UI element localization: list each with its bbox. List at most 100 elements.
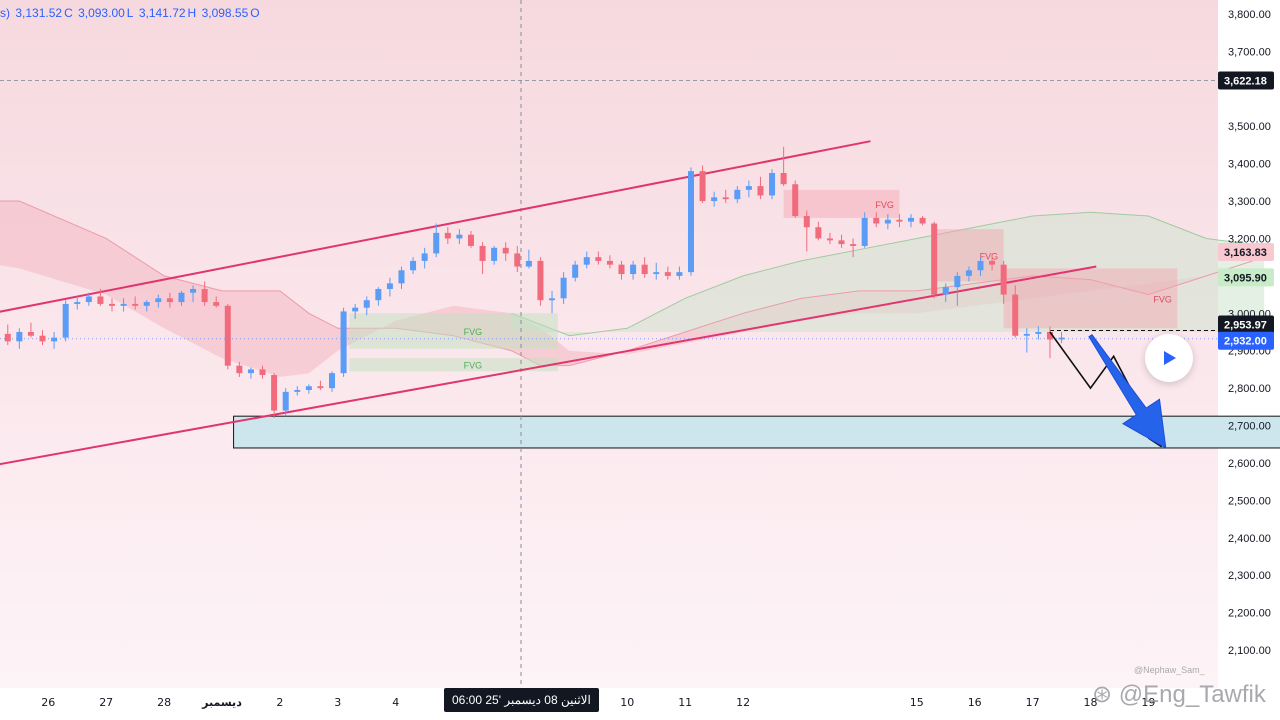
candle-body [896, 219, 903, 222]
candle [653, 262, 660, 280]
candle-body [722, 197, 729, 200]
candle-body [108, 303, 115, 306]
cloud-bullish [511, 212, 1265, 336]
candle-body [294, 389, 301, 392]
price-tick-label: 2,600.00 [1228, 458, 1271, 470]
ohlc-close: 3,131.52 [15, 6, 63, 20]
price-badge: 2,953.97 [1218, 315, 1274, 334]
ohlc-high-key: H [187, 6, 197, 20]
candle-body [560, 277, 567, 299]
candle-body [1012, 294, 1019, 336]
candle [711, 191, 718, 207]
candle [178, 290, 185, 306]
candle-body [699, 171, 706, 202]
candle [16, 328, 23, 349]
candle-body [190, 288, 197, 293]
time-tick-label: 18 [1084, 696, 1098, 709]
price-tick-label: 2,700.00 [1228, 421, 1271, 433]
candle-body [97, 296, 104, 304]
candle-body [352, 307, 359, 312]
candle [757, 176, 764, 200]
candle-body [386, 283, 393, 289]
replay-play-button[interactable] [1145, 334, 1193, 382]
candle-body [780, 173, 787, 185]
time-tick-label: 3 [334, 696, 341, 709]
candle-body [977, 260, 984, 271]
candle [803, 210, 810, 252]
candle-body [769, 173, 776, 196]
fvg-zone-bearish-0 [783, 189, 900, 218]
candle [1012, 285, 1019, 338]
candle-body [687, 171, 694, 273]
candle [1046, 326, 1053, 359]
candle [977, 257, 984, 276]
crosshair-time-label: الاثنين 08 ديسمبر '25 06:00 [444, 688, 599, 712]
price-tick-label: 2,800.00 [1228, 383, 1271, 395]
candle [491, 245, 498, 265]
candle [641, 257, 648, 278]
candle [734, 186, 741, 203]
candle-body [456, 234, 463, 239]
candle-body [745, 186, 752, 190]
candle [27, 322, 34, 338]
time-tick-label: 28 [157, 696, 171, 709]
candle [294, 386, 301, 396]
candle-body [51, 337, 58, 342]
candle [143, 300, 150, 312]
price-badge-bg [1218, 268, 1274, 287]
candle [502, 242, 509, 261]
time-tick-label: 19 [1141, 696, 1155, 709]
candle [340, 307, 347, 377]
candle-body [931, 223, 938, 295]
candle [919, 216, 926, 226]
time-tick-label: 11 [678, 696, 692, 709]
candle [595, 251, 602, 265]
candle [815, 221, 822, 241]
cloud-bearish [0, 201, 1265, 377]
candle [664, 266, 671, 280]
candle-body [479, 245, 486, 261]
candle [560, 272, 567, 304]
candle-body [178, 292, 185, 303]
price-tick-label: 2,300.00 [1228, 570, 1271, 582]
channel-line-upper [0, 140, 871, 313]
watermark-text: @Eng_Tawfik [1118, 681, 1266, 708]
candle [74, 296, 81, 310]
price-badge-bg [1218, 315, 1274, 334]
candle-body [85, 296, 92, 303]
time-axis[interactable]: 262728ديسمبر2341011121516171819222324 [41, 696, 1280, 709]
price-axis[interactable]: 3,800.00 3,700.00 3,500.00 3,400.00 3,300.00… [1218, 9, 1274, 657]
candle-body [282, 391, 289, 411]
ohlc-close-key: C [64, 6, 73, 20]
price-tick-label: 3,200.00 [1228, 233, 1271, 245]
candle-body [4, 333, 11, 342]
candle [410, 257, 417, 275]
price-tick-label: 3,300.00 [1228, 196, 1271, 208]
candle [630, 260, 637, 280]
candle [363, 296, 370, 316]
candle [861, 212, 868, 248]
candle-body [803, 216, 810, 228]
annotations [1049, 331, 1167, 449]
candle-body [1035, 332, 1042, 334]
candle [583, 251, 590, 269]
price-badge: 2,932.00 [1218, 331, 1274, 350]
candle [4, 324, 11, 346]
ichimoku-cloud [0, 200, 1265, 377]
price-badge: 3,095.90 [1218, 268, 1274, 287]
candle [873, 212, 880, 228]
candle-body [467, 234, 474, 246]
candle-body [271, 375, 278, 411]
candle [606, 255, 613, 269]
candle-body [965, 270, 972, 276]
cloud-edge-green [511, 211, 1265, 337]
candle-body [525, 260, 532, 267]
candle-body [942, 287, 949, 295]
price-tick-label: 3,500.00 [1228, 121, 1271, 133]
time-tick-label: 10 [620, 696, 634, 709]
candle-body [908, 217, 915, 222]
candle [108, 298, 115, 312]
play-icon [1164, 351, 1176, 365]
candle-body [1000, 264, 1007, 295]
